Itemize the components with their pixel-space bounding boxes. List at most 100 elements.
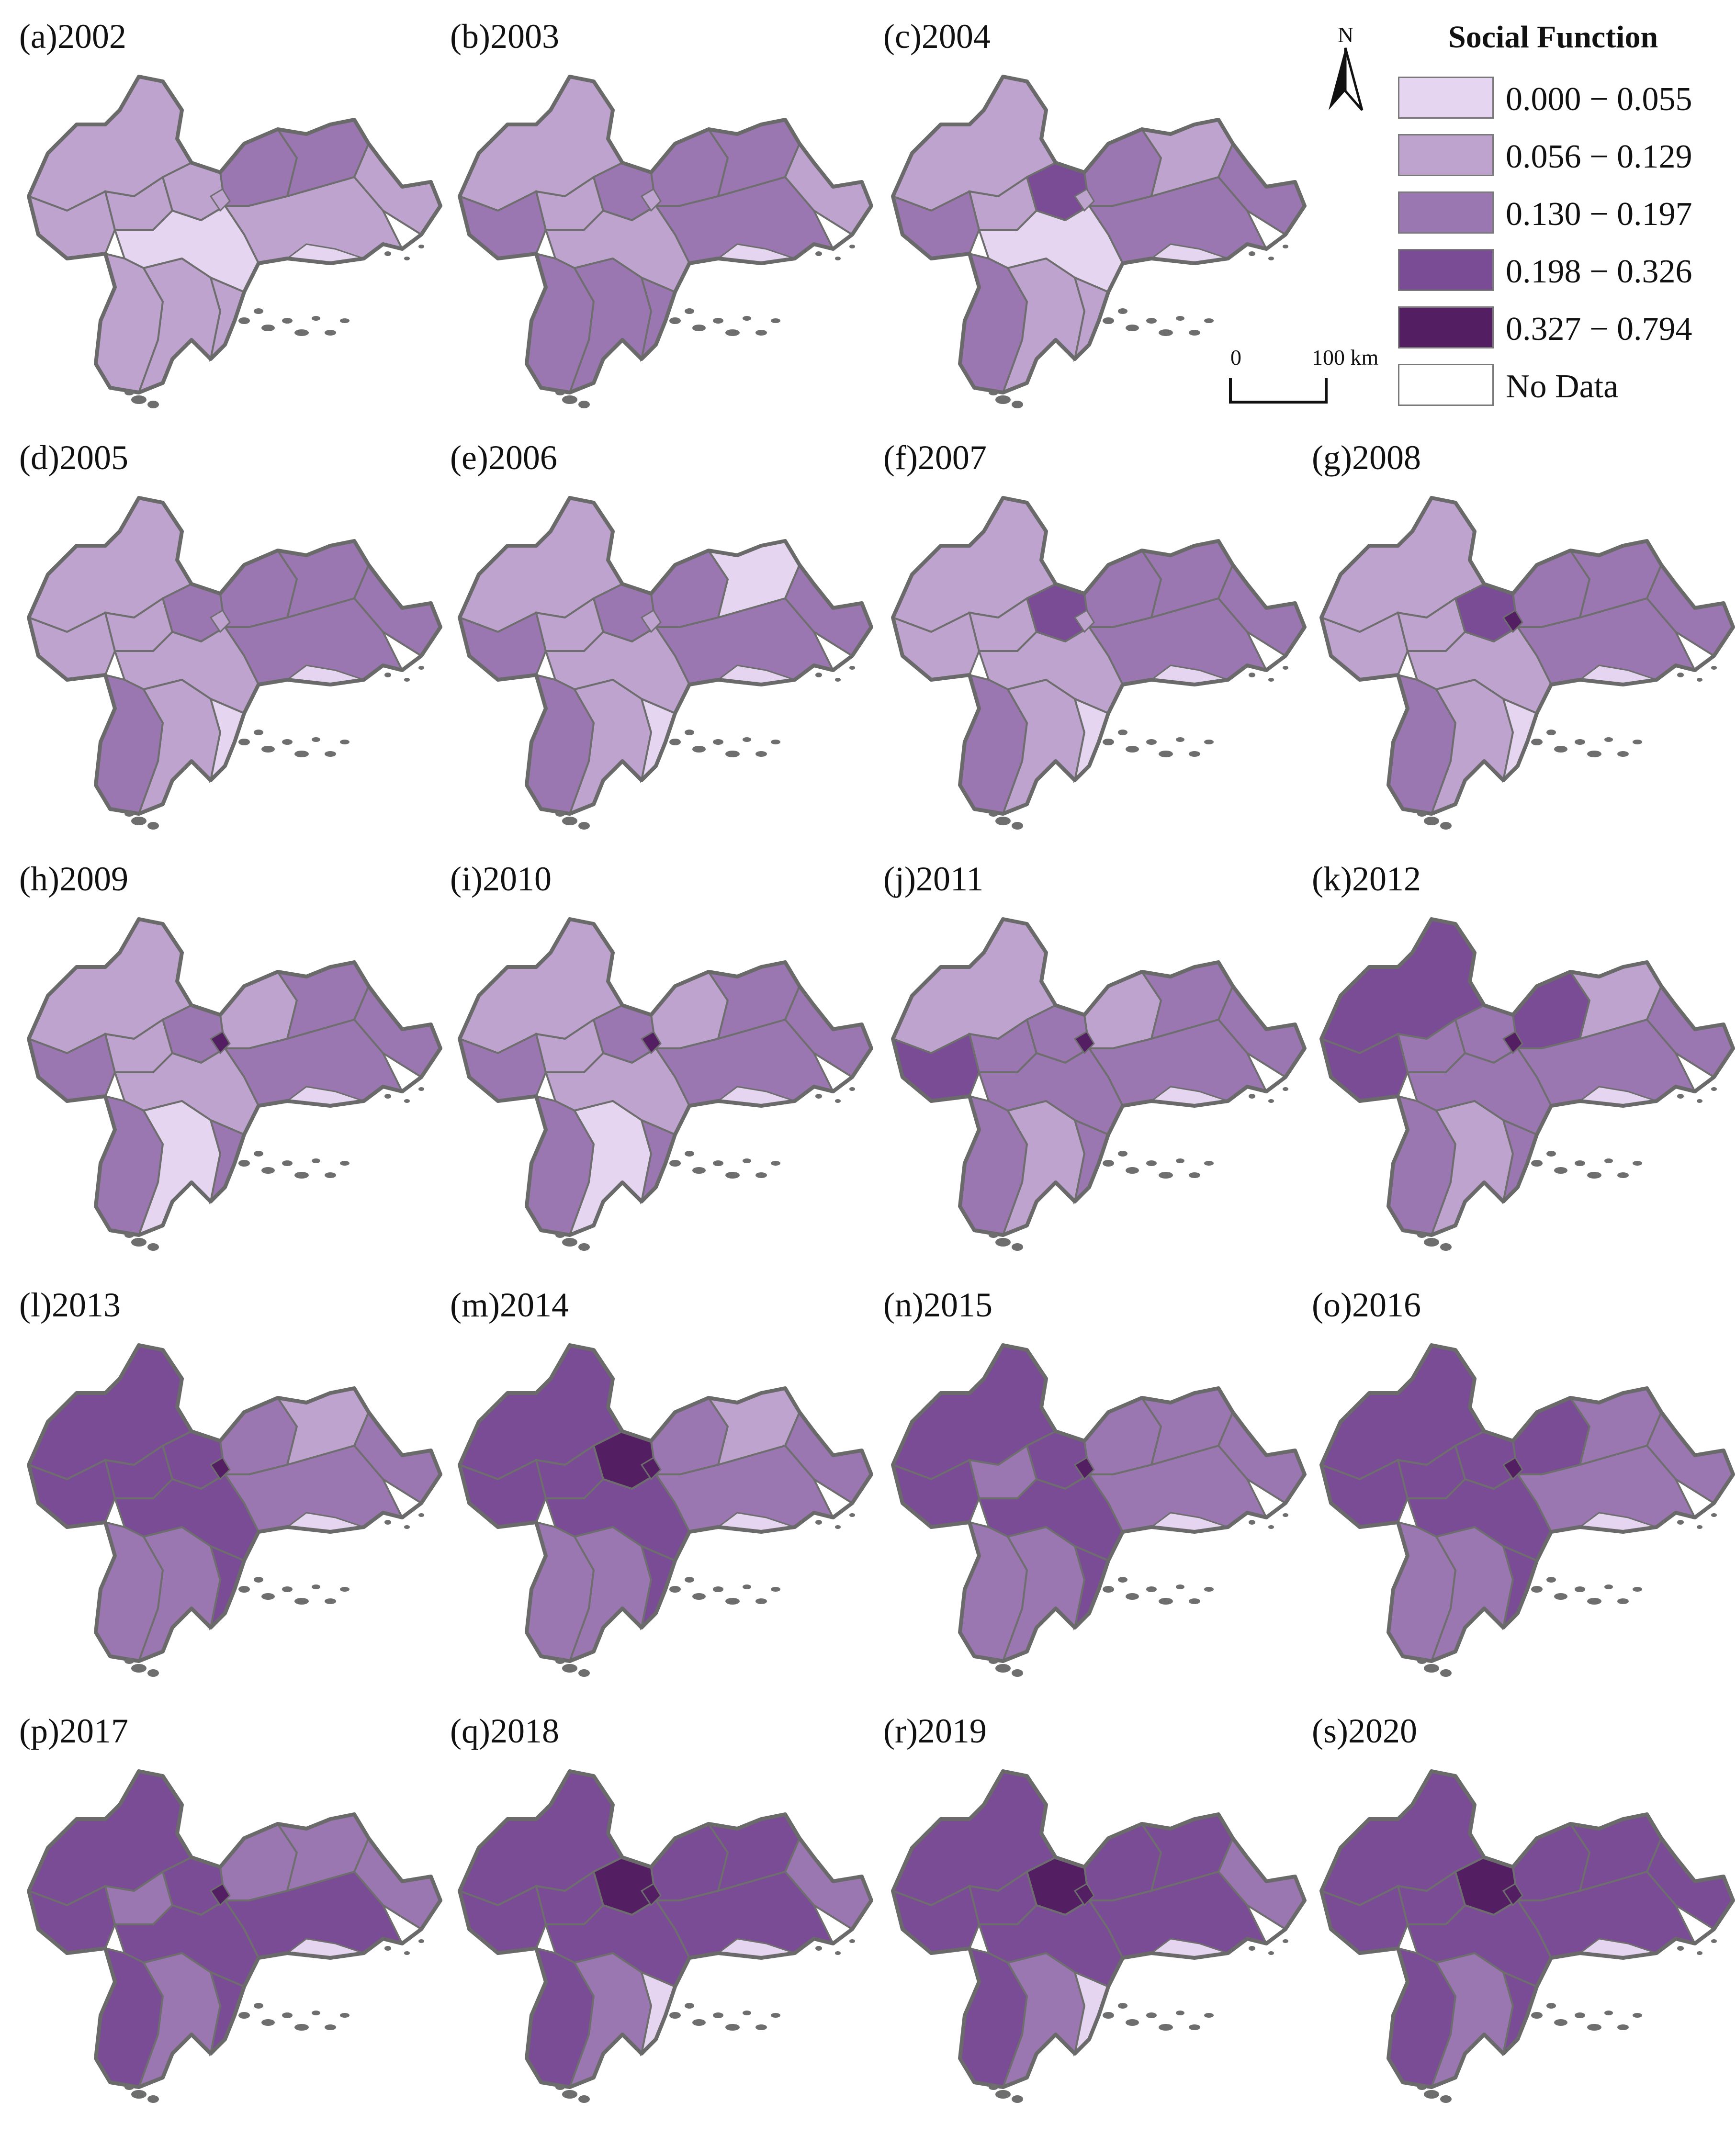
island [562,2090,577,2099]
island [725,1598,740,1605]
island [1604,737,1613,742]
island [312,1158,320,1163]
island [849,1513,855,1517]
island [1424,817,1439,825]
island [1189,330,1200,336]
map-district [209,188,231,212]
legend-label: 0.056 − 0.129 [1506,138,1692,175]
island [1697,678,1702,682]
island [1204,2013,1214,2018]
region-outline [891,496,1307,816]
island [124,1232,134,1238]
map-district [209,1456,231,1481]
island [815,251,822,256]
island [1249,251,1255,256]
panel-label: (h)2009 [19,860,128,898]
island [294,2024,309,2031]
island [755,1172,767,1178]
island [282,2012,293,2018]
island [1176,2011,1184,2015]
island [294,1598,309,1605]
legend-item-class-5: 0.327 − 0.794 [1398,306,1733,354]
island [1546,2003,1556,2009]
island [1417,2084,1427,2090]
island [325,751,336,757]
island [340,2013,349,2018]
island [743,2011,751,2015]
island [1604,1584,1613,1589]
island [1424,1238,1439,1247]
island [1617,1172,1629,1178]
island [1189,751,1200,757]
region-outline [1319,1769,1735,2089]
island [1268,1951,1274,1955]
choropleth-map [458,1769,873,2103]
panel-label: (e)2006 [450,438,557,477]
island [1554,2019,1567,2026]
island [238,739,250,745]
island [340,318,349,323]
island [989,1658,998,1664]
island [124,1658,134,1664]
island [282,739,293,745]
island [1204,1161,1214,1166]
choropleth-map [1319,496,1735,830]
legend-swatch [1398,306,1494,348]
island [1677,1946,1684,1951]
map-district [640,1456,662,1481]
map-panel: (r)2019 [883,1714,1314,2135]
island [685,1151,694,1157]
island [261,1167,275,1174]
island [254,308,263,314]
island [1604,1158,1613,1163]
island [725,2024,740,2031]
region-outline [1319,496,1735,816]
island [1268,257,1274,260]
panel-label: (a)2002 [19,17,126,56]
map-panel: (j)2011 [883,862,1314,1283]
map-panel: (f)2007 [883,440,1314,862]
island [685,1577,694,1583]
island [1531,2012,1543,2019]
legend-swatch [1398,364,1494,406]
map-district [1502,1030,1523,1055]
island [669,739,681,745]
legend-label: 0.000 − 0.055 [1506,81,1692,118]
map-panel: (p)2017 [19,1714,450,2135]
island [849,245,855,248]
island [771,740,780,744]
island [815,1520,822,1525]
island [1554,746,1567,753]
island [1554,1593,1567,1600]
island [1118,730,1127,735]
island [1146,2012,1157,2018]
choropleth-map [27,75,442,408]
island [1176,737,1184,742]
island [713,739,723,745]
panel-label: (i)2010 [450,860,552,898]
island [815,1094,822,1099]
island [238,317,250,324]
region-outline [27,1343,442,1663]
island [1126,325,1139,331]
island [124,390,134,395]
island [1159,1172,1173,1179]
island [1268,678,1274,682]
panel-label: (q)2018 [450,1712,559,1750]
island [1204,1587,1214,1592]
choropleth-map [458,75,873,408]
island [1711,666,1717,670]
island [669,317,681,324]
island [1146,318,1157,324]
island [1283,666,1288,670]
island [995,1238,1011,1247]
island [1189,1172,1200,1178]
island [685,730,694,735]
island [418,1513,424,1517]
island [238,2012,250,2019]
choropleth-map [458,1343,873,1677]
map-panel: (o)2016 [1312,1288,1736,1709]
island [1118,2003,1127,2009]
legend-swatch [1398,191,1494,234]
island [384,1520,391,1525]
